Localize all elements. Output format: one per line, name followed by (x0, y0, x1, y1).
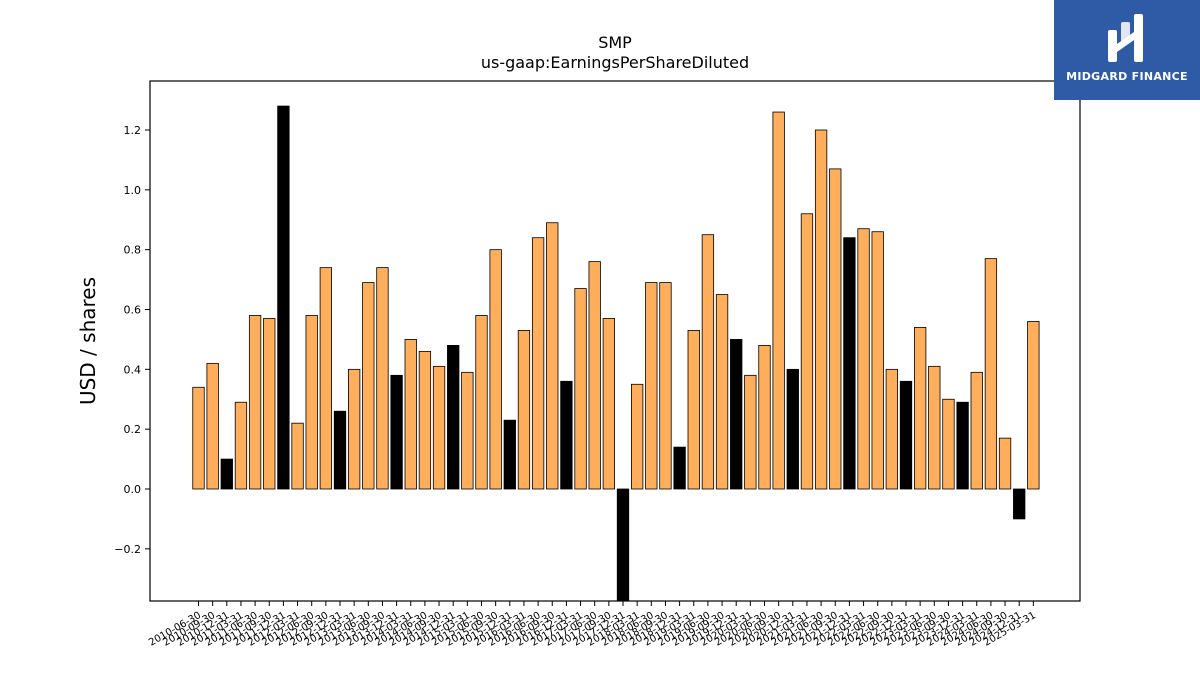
plot-frame (149, 80, 1081, 602)
bar (234, 401, 248, 490)
bar (461, 371, 474, 490)
bars-group (192, 105, 1040, 602)
y-ticks-group: −0.2 0.0 0.2 0.4 0.6 0.8 1.0 1.2 (114, 124, 150, 556)
y-tick-label: −0.2 (114, 543, 141, 556)
bar (418, 350, 432, 490)
bar (998, 437, 1012, 490)
bar (432, 365, 446, 490)
chart-title: SMP (598, 33, 632, 52)
bar (517, 330, 531, 490)
bar (192, 386, 205, 490)
bar (715, 294, 729, 490)
bar (885, 368, 898, 490)
bar (1027, 321, 1040, 490)
bar (984, 258, 998, 490)
bar (772, 111, 785, 490)
bar (362, 282, 375, 490)
bar (829, 168, 842, 490)
bar (800, 213, 814, 490)
bar (206, 362, 219, 490)
bar (333, 410, 347, 490)
y-tick-label: 0.6 (124, 304, 142, 317)
y-tick-label: 0.2 (124, 423, 142, 436)
chart-subtitle: us-gaap:EarningsPerShareDiluted (481, 53, 749, 72)
y-tick-label: 1.0 (124, 184, 142, 197)
bar (574, 288, 587, 490)
bar (277, 105, 290, 490)
bar (843, 237, 856, 490)
bar (248, 315, 262, 490)
bar (956, 401, 969, 490)
bar (305, 315, 318, 490)
bar (376, 267, 389, 490)
brand-mark-icon (1108, 14, 1143, 62)
bar (475, 315, 488, 490)
bar (814, 129, 828, 490)
bar (659, 282, 672, 490)
y-tick-label: 0.4 (124, 363, 142, 376)
bar (503, 419, 516, 490)
bar (914, 327, 927, 490)
x-ticks-group: 2010-06-302010-09-302010-12-312011-03-31… (147, 601, 1038, 649)
y-axis-label: USD / shares (76, 277, 100, 405)
y-tick-label: 0.8 (124, 244, 142, 257)
bar (899, 380, 913, 490)
bar (645, 282, 658, 490)
bar (319, 267, 333, 490)
bar (1013, 488, 1026, 520)
bar (291, 422, 304, 490)
bar (531, 237, 545, 490)
bar (730, 339, 743, 490)
bar (263, 318, 276, 490)
bar (942, 398, 955, 490)
bar (857, 228, 870, 490)
bar (560, 380, 573, 490)
bar (588, 261, 601, 490)
bar (970, 371, 983, 490)
bar (701, 234, 715, 490)
bar (404, 339, 417, 490)
bar (546, 222, 559, 490)
bar (786, 368, 799, 490)
bar (758, 344, 771, 490)
brand-name: MIDGARD FINANCE (1066, 70, 1188, 83)
bar (631, 383, 644, 490)
bar (616, 488, 630, 602)
bar (673, 446, 686, 490)
bar (220, 458, 233, 490)
brand-logo: MIDGARD FINANCE (1054, 0, 1200, 100)
bar (602, 318, 615, 490)
bar (390, 374, 403, 490)
bar (871, 231, 884, 490)
bar (928, 365, 941, 490)
bar (447, 344, 460, 490)
bar (744, 374, 757, 490)
y-tick-label: 0.0 (124, 483, 142, 496)
bar (687, 330, 700, 490)
bar (489, 249, 502, 490)
y-tick-label: 1.2 (124, 124, 142, 137)
bar (347, 368, 361, 490)
